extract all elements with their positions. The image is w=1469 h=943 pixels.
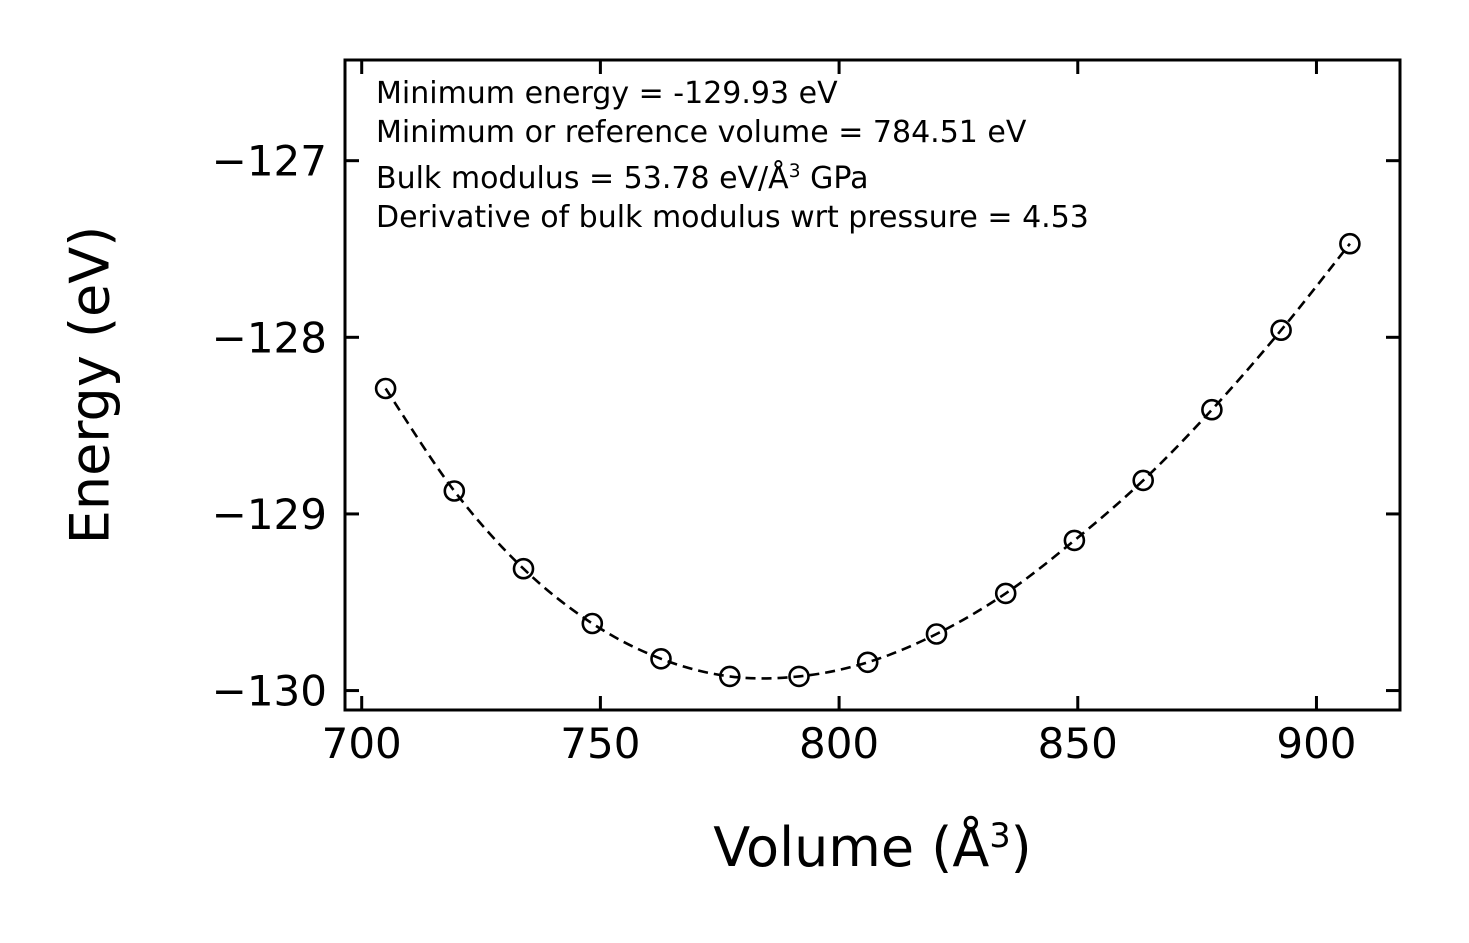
annotation-bulk-modulus-post: GPa [800,161,869,196]
data-point-marker [856,651,879,674]
y-tick-label: −130 [212,667,327,716]
y-tick-label: −128 [212,313,327,362]
x-axis-label-post: ) [1010,816,1032,879]
data-point-marker [994,582,1017,605]
data-point-marker [374,377,397,400]
x-axis-label: Volume (Å3) [345,816,1400,879]
x-tick-label: 900 [1276,719,1356,768]
x-axis-label-pre: Volume (Å [713,816,990,879]
annotation-ref-volume: Minimum or reference volume = 784.51 eV [376,115,1027,150]
annotation-bulk-modulus: Bulk modulus = 53.78 eV/Å3 GPa [376,152,1089,198]
annotation-bulk-modulus-derivative: Derivative of bulk modulus wrt pressure … [376,200,1089,235]
x-tick-label: 800 [799,719,879,768]
data-point-marker [650,647,672,670]
data-point-marker [1201,398,1223,421]
x-tick-label: 850 [1038,719,1118,768]
data-point-marker [718,665,741,688]
data-point-marker [443,480,466,502]
data-point-marker [925,623,948,645]
data-point-marker [581,612,604,635]
x-axis-label-sup: 3 [989,816,1011,855]
data-point-marker [788,665,810,688]
data-point-marker [512,557,535,580]
annotation-bulk-modulus-pre: Bulk modulus = 53.78 eV/Å [376,161,789,196]
annotation-min-energy: Minimum energy = -129.93 eV [376,76,838,111]
plot-frame [343,58,1402,712]
fit-parameters-annotation: Minimum energy = -129.93 eV Minimum or r… [376,74,1089,237]
eos-fit-curve [384,242,1351,680]
y-tick-label: −129 [212,490,327,539]
y-tick-label: −127 [212,137,327,186]
data-point-marker [1063,529,1086,552]
data-point-marker [1270,319,1292,342]
annotation-bulk-modulus-sup: 3 [788,161,801,182]
x-tick-label: 750 [560,719,640,768]
data-point-marker [1132,469,1154,492]
x-tick-label: 700 [322,719,402,768]
data-point-marker [1339,232,1361,255]
y-axis-label: Energy (eV) [58,225,122,545]
